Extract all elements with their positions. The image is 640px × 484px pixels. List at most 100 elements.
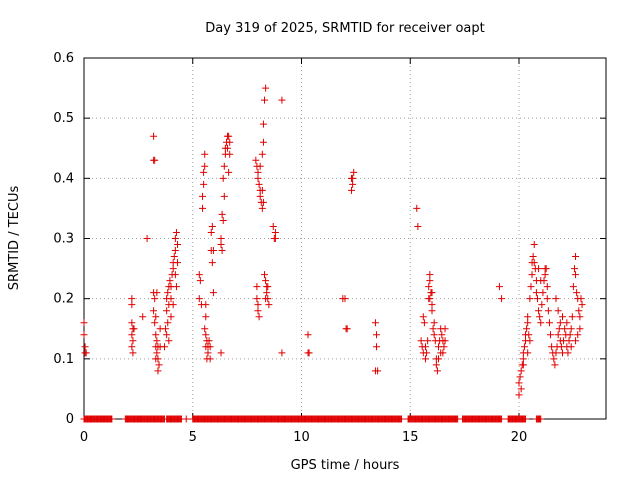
data-point (533, 295, 541, 303)
y-tick-label: 0.6 (53, 51, 74, 66)
data-point (349, 180, 357, 188)
data-point (432, 361, 440, 369)
data-point (576, 313, 584, 321)
data-point (428, 301, 436, 309)
data-point (261, 271, 269, 279)
data-point (226, 150, 234, 158)
data-point (259, 120, 267, 128)
data-point (150, 132, 158, 140)
data-point (174, 241, 182, 249)
tick-layer: 0 0.1 0.2 0.3 0.4 0.5 0.6 0 5 10 15 20 (53, 51, 606, 445)
data-point (547, 331, 555, 339)
data-point (550, 355, 558, 363)
data-point (417, 337, 425, 345)
data-point (530, 241, 538, 249)
data-point (516, 373, 524, 381)
data-point (254, 168, 262, 176)
data-point (572, 337, 580, 345)
data-point (163, 331, 171, 339)
data-point (278, 349, 286, 357)
data-point (164, 289, 172, 297)
data-point (371, 319, 379, 327)
data-point (128, 331, 136, 339)
data-point (262, 84, 270, 92)
data-point (526, 295, 534, 303)
data-point (435, 355, 443, 363)
data-point (103, 415, 111, 423)
data-point (200, 168, 208, 176)
data-point (578, 301, 586, 309)
data-point (153, 289, 161, 297)
data-point (428, 307, 436, 315)
data-point (520, 343, 528, 351)
data-point (559, 313, 566, 321)
data-point (262, 277, 270, 285)
data-point (441, 337, 449, 345)
data-point (169, 301, 177, 309)
data-point (128, 343, 136, 351)
data-point (414, 222, 422, 230)
data-point (575, 307, 583, 315)
data-point (226, 138, 234, 146)
data-point (205, 337, 213, 345)
data-point (128, 319, 136, 327)
data-point (201, 162, 209, 170)
data-point (262, 295, 270, 303)
data-point (519, 361, 527, 369)
data-point (524, 313, 532, 321)
data-point (425, 283, 433, 291)
data-point (538, 301, 546, 309)
data-point (523, 325, 531, 333)
data-point (195, 271, 203, 279)
data-point (524, 319, 532, 327)
data-point (537, 277, 545, 285)
data-point (255, 180, 263, 188)
data-point (563, 319, 571, 327)
data-point (88, 415, 96, 423)
data-point (440, 343, 448, 351)
data-point (541, 265, 549, 273)
chart-title: Day 319 of 2025, SRMTID for receiver oap… (205, 21, 484, 36)
data-point (373, 331, 381, 339)
data-point (424, 337, 432, 345)
x-axis-label: GPS time / hours (291, 458, 400, 473)
data-point (419, 313, 427, 321)
data-point (80, 331, 88, 339)
data-point (342, 325, 350, 333)
data-point (152, 355, 160, 363)
data-point (253, 295, 261, 303)
data-point (349, 174, 357, 182)
data-point (517, 385, 525, 393)
data-point (567, 343, 575, 351)
data-point (271, 228, 279, 236)
data-point (569, 283, 577, 291)
data-point (224, 144, 232, 152)
data-point (171, 235, 179, 242)
data-point (433, 367, 441, 375)
data-point (259, 198, 267, 206)
data-point (254, 174, 262, 182)
data-point (350, 168, 358, 176)
y-tick-label: 0.1 (53, 352, 74, 367)
data-point (524, 349, 532, 357)
data-point (421, 343, 429, 351)
data-point (545, 319, 553, 327)
data-point (348, 186, 356, 194)
data-point (171, 247, 179, 255)
data-point (498, 295, 506, 303)
data-point (255, 313, 263, 321)
data-point (430, 331, 438, 339)
data-point (195, 295, 203, 303)
data-point (437, 349, 445, 357)
data-point (206, 343, 214, 351)
data-point (537, 319, 545, 327)
data-point (543, 283, 551, 291)
data-point (162, 325, 170, 333)
data-point (217, 235, 225, 242)
data-point (163, 307, 171, 315)
data-point (528, 271, 536, 279)
data-point (129, 349, 137, 357)
data-point (374, 367, 382, 375)
data-point (209, 289, 217, 297)
data-point (552, 295, 560, 303)
